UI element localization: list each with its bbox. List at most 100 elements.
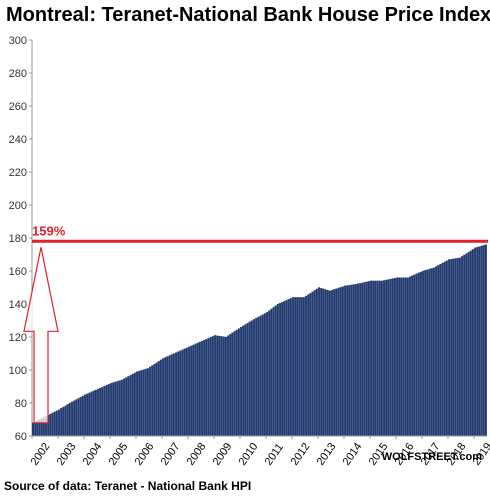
bar — [289, 298, 292, 437]
bar — [138, 370, 141, 437]
bar — [352, 284, 355, 437]
bar — [287, 299, 290, 437]
bar — [177, 351, 180, 437]
bar — [88, 392, 91, 437]
x-tick-label: 2014 — [341, 441, 365, 468]
bar — [207, 338, 210, 437]
bar — [166, 356, 169, 437]
bar — [296, 297, 299, 437]
bar — [32, 422, 35, 437]
bar — [170, 354, 173, 437]
bar — [292, 297, 295, 437]
bar — [198, 341, 201, 437]
bar — [66, 404, 69, 437]
bar — [222, 336, 225, 437]
bar — [283, 301, 286, 437]
bar — [285, 300, 288, 437]
bar — [209, 337, 212, 437]
bar — [92, 390, 95, 437]
bar — [181, 349, 184, 437]
bar — [118, 380, 121, 437]
bar — [133, 372, 136, 437]
bar — [216, 335, 219, 437]
bar — [224, 336, 227, 437]
bar — [302, 297, 305, 437]
bar — [324, 289, 327, 437]
y-tick-label: 160 — [9, 266, 27, 278]
bar — [450, 259, 453, 437]
bar — [437, 265, 440, 437]
bar — [183, 348, 186, 437]
bar — [383, 280, 386, 437]
x-tick-label: 2006 — [133, 441, 157, 468]
bar — [192, 344, 195, 437]
bar — [112, 382, 115, 437]
bar — [354, 284, 357, 437]
bar — [370, 280, 373, 437]
bar — [328, 290, 331, 437]
bar — [445, 260, 448, 437]
bar — [168, 355, 171, 437]
bar — [255, 318, 258, 437]
bar — [90, 391, 93, 437]
bar — [101, 386, 104, 437]
bar — [268, 310, 271, 437]
bar — [396, 277, 399, 437]
x-tick-label: 2004 — [81, 441, 105, 468]
bar — [467, 252, 470, 437]
bar — [253, 319, 256, 437]
bar — [443, 261, 446, 437]
bar — [211, 336, 214, 437]
bar — [305, 295, 308, 437]
bar — [220, 336, 223, 437]
bar — [378, 280, 381, 437]
y-tick-label: 200 — [9, 200, 27, 212]
bar — [274, 305, 277, 437]
bar — [127, 376, 130, 437]
chart-title: Montreal: Teranet-National Bank House Pr… — [6, 4, 490, 26]
x-tick-label: 2010 — [237, 441, 261, 468]
bar — [71, 401, 74, 437]
bar — [149, 366, 152, 437]
bar — [179, 350, 182, 437]
bar — [240, 327, 243, 437]
bar — [68, 402, 71, 437]
bar — [374, 280, 377, 437]
x-tick-label: 2008 — [185, 441, 209, 468]
bar — [344, 285, 347, 437]
bar — [110, 383, 113, 437]
bar — [413, 274, 416, 437]
x-tick-label: 2012 — [289, 441, 313, 468]
bar — [365, 281, 368, 437]
bar — [201, 340, 204, 437]
y-tick-label: 260 — [9, 101, 27, 113]
bar — [194, 343, 197, 437]
bar — [376, 280, 379, 437]
bar — [309, 293, 312, 437]
bar — [482, 245, 485, 437]
bar — [55, 410, 58, 437]
bar — [474, 247, 477, 437]
bar — [435, 266, 438, 437]
x-tick-label: 2002 — [29, 441, 53, 468]
bar — [318, 287, 321, 437]
bar — [175, 352, 178, 437]
bar — [75, 399, 78, 437]
bar — [471, 249, 474, 437]
bar — [426, 269, 429, 437]
bar — [250, 320, 253, 437]
bar — [190, 345, 193, 437]
y-tick-label: 280 — [9, 68, 27, 80]
bar — [415, 273, 418, 437]
bar — [188, 346, 191, 437]
bar — [469, 250, 472, 437]
bar — [359, 283, 362, 437]
bar — [333, 289, 336, 437]
bar — [136, 371, 139, 437]
annotation: 159% — [23, 223, 488, 424]
y-tick-label: 60 — [15, 431, 27, 443]
bar — [391, 278, 394, 437]
bar — [229, 334, 232, 437]
reference-label: 159% — [32, 223, 66, 238]
